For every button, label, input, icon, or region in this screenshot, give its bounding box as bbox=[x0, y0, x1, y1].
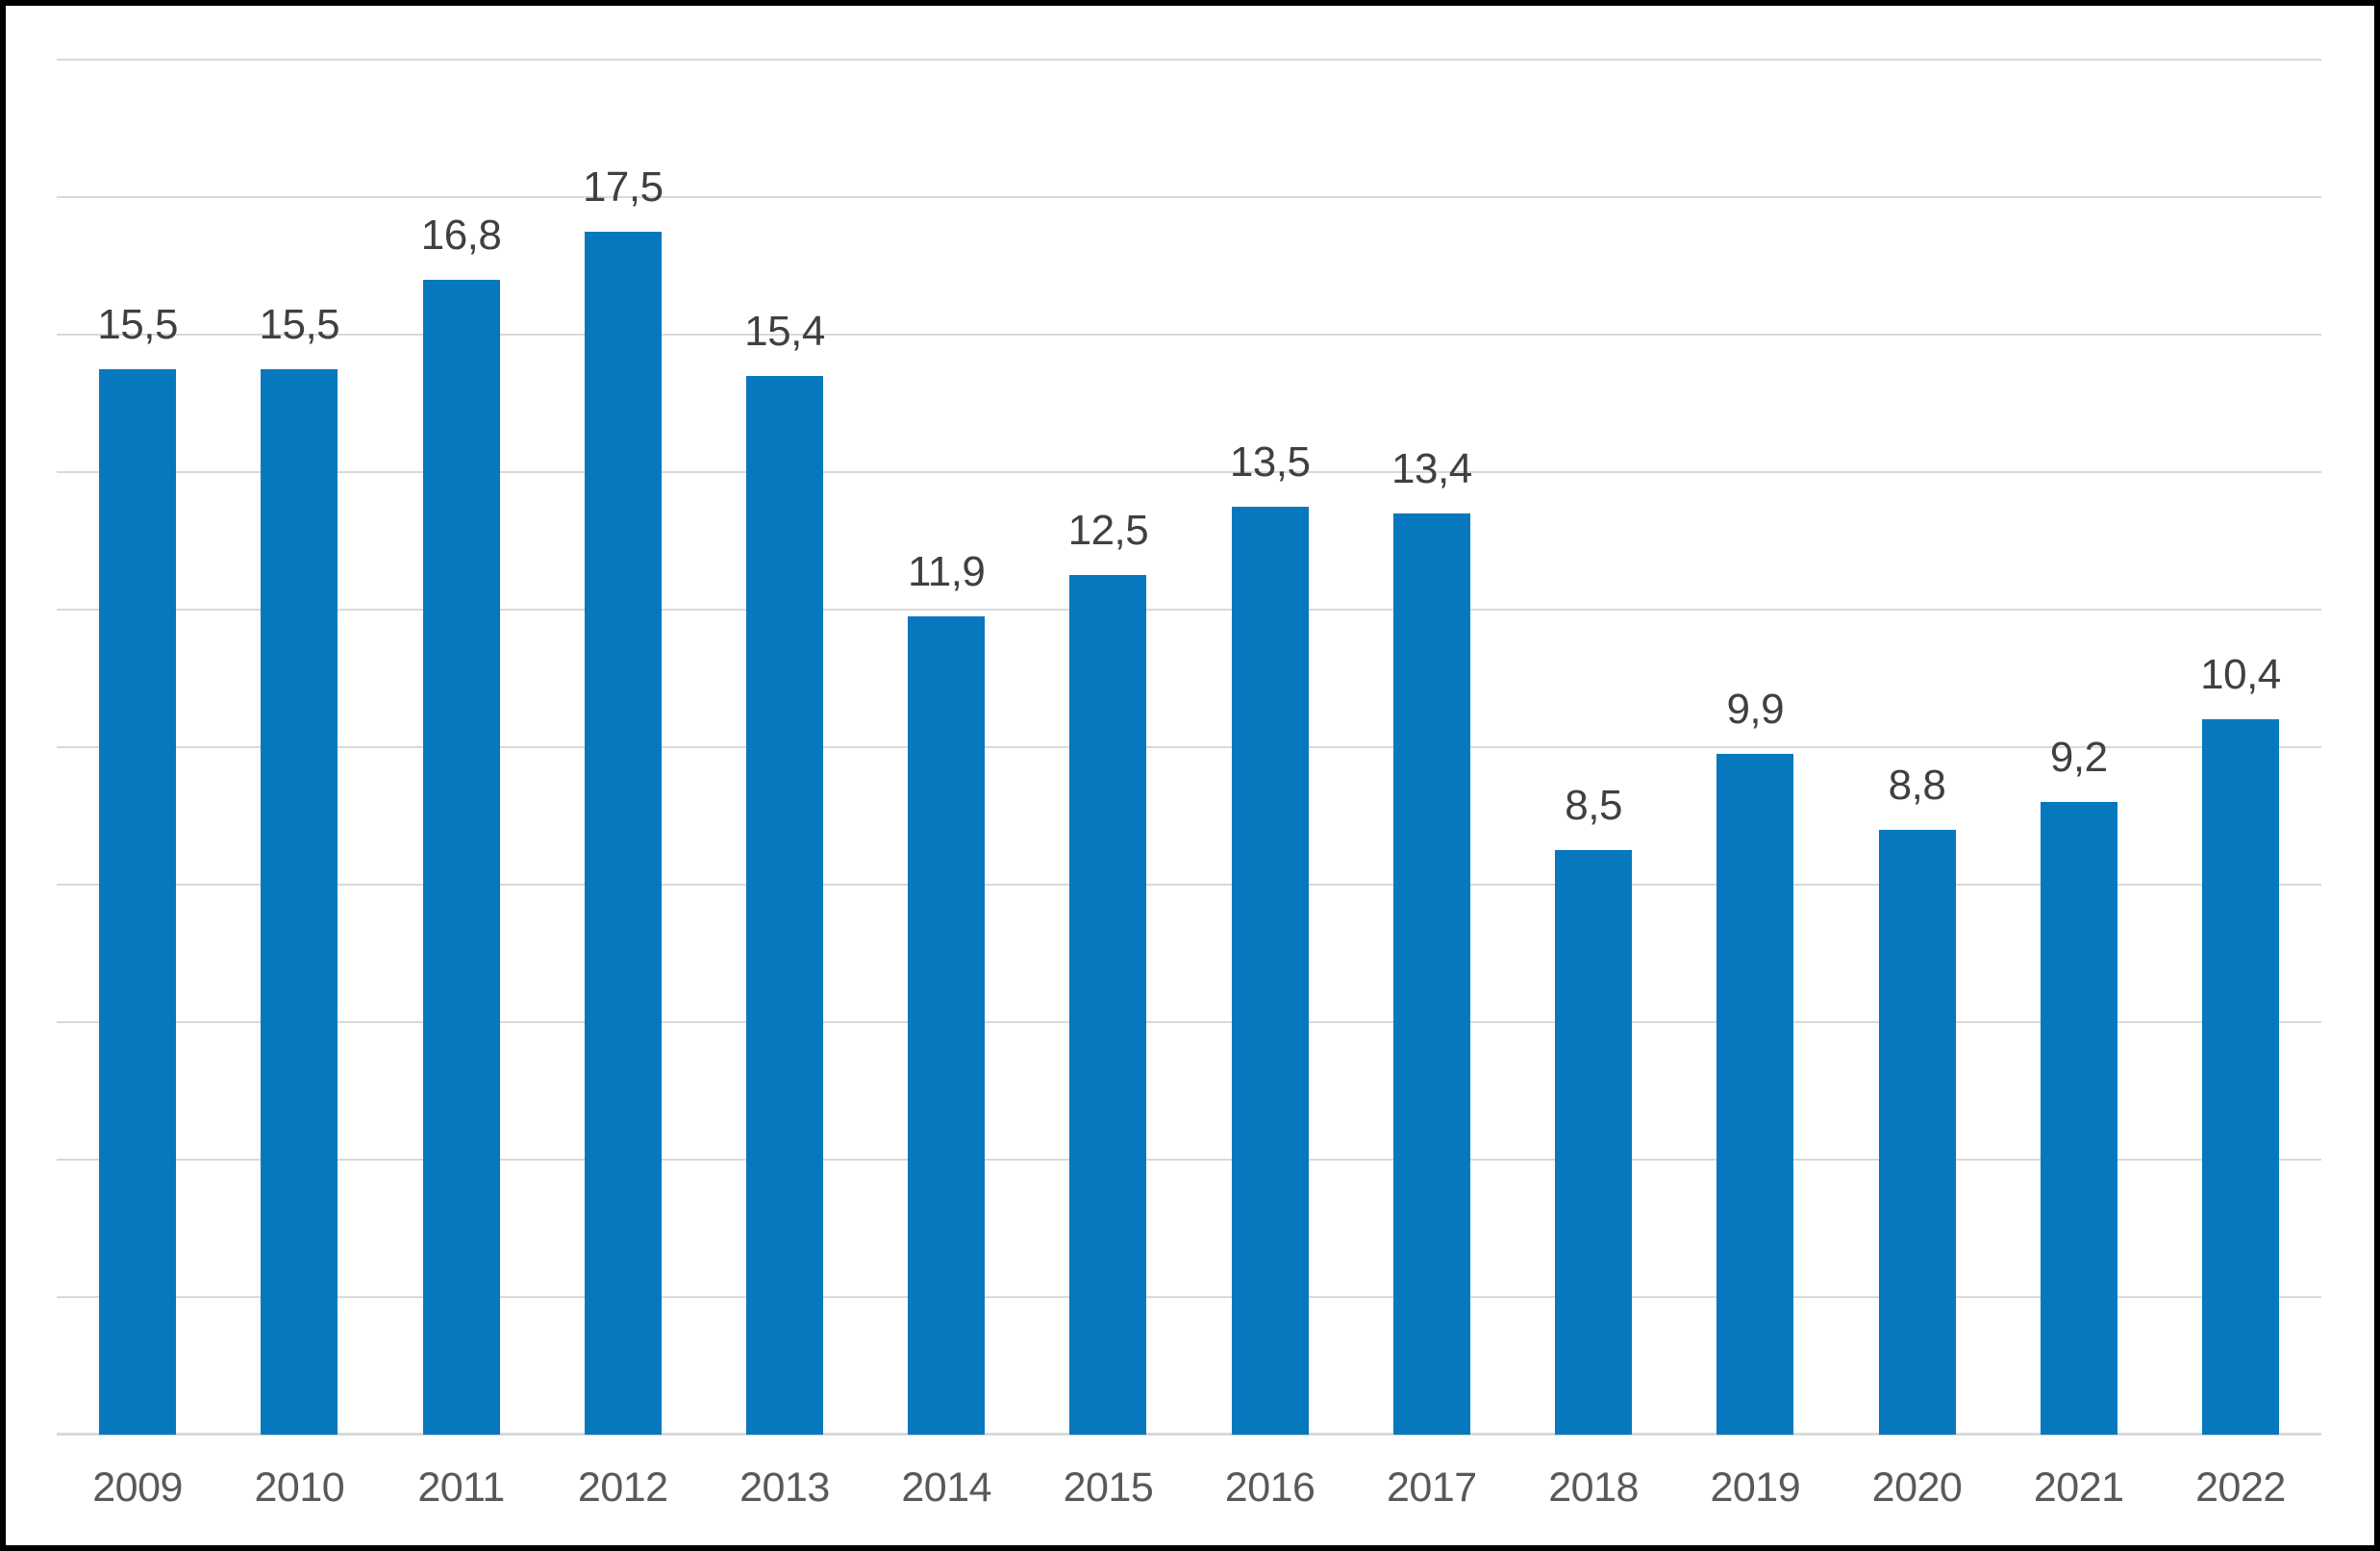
bar-value-label: 13,5 bbox=[1229, 438, 1311, 486]
bar bbox=[422, 279, 500, 1435]
x-axis-label: 2018 bbox=[1548, 1464, 1639, 1511]
bar bbox=[1878, 829, 1956, 1435]
gridline bbox=[57, 884, 2321, 886]
x-axis-label: 2017 bbox=[1387, 1464, 1477, 1511]
bar-value-label: 11,9 bbox=[908, 548, 986, 596]
x-axis-label: 2013 bbox=[739, 1464, 830, 1511]
x-axis-label: 2009 bbox=[92, 1464, 183, 1511]
bar bbox=[584, 231, 662, 1435]
bar bbox=[99, 368, 177, 1435]
x-axis-labels: 2009 2010 2011 2012 2013 2014 2015 2016 2017 2018… bbox=[57, 1446, 2321, 1545]
bar-value-label: 8,8 bbox=[1888, 761, 1946, 809]
gridlines bbox=[57, 59, 2321, 1436]
gridline bbox=[57, 746, 2321, 748]
bar bbox=[261, 368, 338, 1435]
x-axis-label: 2022 bbox=[2195, 1464, 2286, 1511]
gridline bbox=[57, 1021, 2321, 1023]
bar bbox=[745, 375, 823, 1435]
bar bbox=[1069, 575, 1147, 1435]
bar-value-label: 13,4 bbox=[1391, 444, 1472, 492]
x-axis-label: 2012 bbox=[577, 1464, 668, 1511]
bar-value-label: 15,5 bbox=[97, 300, 178, 348]
bar-value-label: 9,2 bbox=[2049, 734, 2108, 782]
bar-column: 15,4 bbox=[704, 60, 865, 1435]
gridline bbox=[57, 471, 2321, 473]
bars-layer: 15,5 15,5 16,8 17,5 15,4 11,9 12,5 13,5 13,4 8,5 9… bbox=[57, 60, 2321, 1435]
bar-column: 8,8 bbox=[1836, 60, 1997, 1435]
bar bbox=[1555, 850, 1633, 1435]
plot-area: 15,5 15,5 16,8 17,5 15,4 11,9 12,5 13,5 13,4 8,5 9… bbox=[57, 59, 2321, 1436]
bar bbox=[1716, 754, 1794, 1435]
gridline bbox=[57, 1296, 2321, 1298]
bar-column: 13,5 bbox=[1190, 60, 1351, 1435]
x-axis-label: 2020 bbox=[1871, 1464, 1963, 1511]
bar-column: 9,9 bbox=[1674, 60, 1836, 1435]
bar-value-label: 9,9 bbox=[1726, 686, 1785, 734]
bar bbox=[1392, 513, 1470, 1435]
bar-value-label: 15,4 bbox=[744, 307, 825, 355]
bar-column: 17,5 bbox=[542, 60, 704, 1435]
x-axis-label: 2016 bbox=[1224, 1464, 1315, 1511]
x-axis-label: 2021 bbox=[2033, 1464, 2124, 1511]
bar-value-label: 8,5 bbox=[1565, 782, 1622, 830]
bar bbox=[908, 616, 986, 1435]
bar bbox=[2201, 719, 2279, 1435]
x-axis-line bbox=[57, 1433, 2321, 1436]
gridline bbox=[57, 196, 2321, 198]
bar-value-label: 16,8 bbox=[420, 211, 502, 259]
x-axis-label: 2019 bbox=[1710, 1464, 1801, 1511]
bar-column: 12,5 bbox=[1027, 60, 1189, 1435]
bar-column: 9,2 bbox=[1998, 60, 2160, 1435]
bar-value-label: 17,5 bbox=[582, 163, 664, 211]
x-axis-label: 2010 bbox=[254, 1464, 345, 1511]
x-axis-label: 2011 bbox=[417, 1464, 505, 1511]
bar-column: 13,4 bbox=[1351, 60, 1513, 1435]
bar-value-label: 10,4 bbox=[2200, 651, 2281, 699]
bar-column: 10,4 bbox=[2160, 60, 2321, 1435]
bar-value-label: 12,5 bbox=[1067, 507, 1149, 555]
bar-column: 11,9 bbox=[865, 60, 1027, 1435]
bar-column: 15,5 bbox=[57, 60, 218, 1435]
gridline bbox=[57, 1159, 2321, 1161]
x-axis-label: 2014 bbox=[901, 1464, 992, 1511]
bar-column: 16,8 bbox=[380, 60, 541, 1435]
gridline bbox=[57, 609, 2321, 611]
bar-value-label: 15,5 bbox=[259, 300, 340, 348]
bar bbox=[1231, 506, 1309, 1435]
gridline bbox=[57, 59, 2321, 61]
bar bbox=[2040, 802, 2117, 1435]
gridline bbox=[57, 334, 2321, 336]
bar-column: 15,5 bbox=[218, 60, 380, 1435]
bar-column: 8,5 bbox=[1513, 60, 1674, 1435]
x-axis-label: 2015 bbox=[1063, 1464, 1154, 1511]
